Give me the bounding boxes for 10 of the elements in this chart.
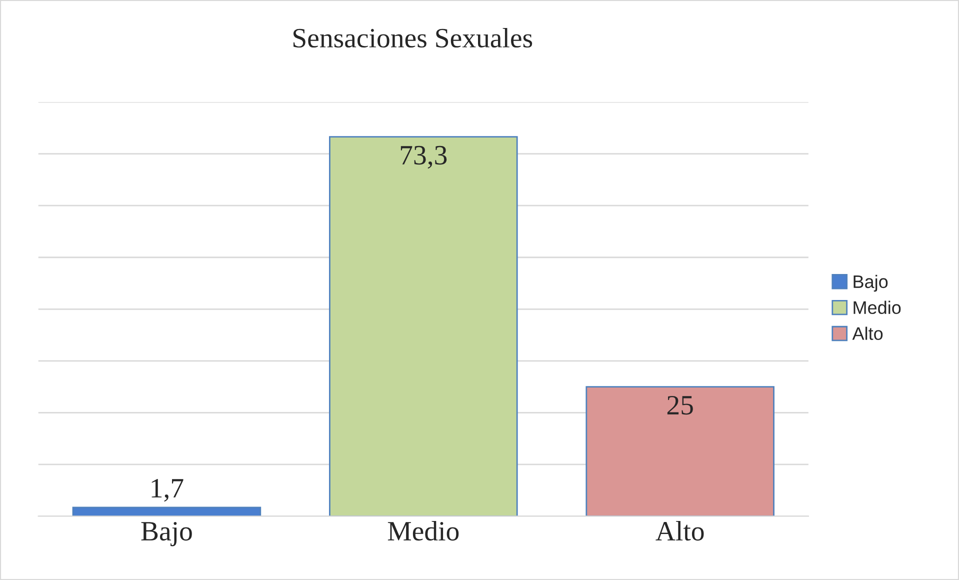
legend-label: Medio [854, 300, 901, 314]
data-label: 25 [667, 396, 693, 415]
x-tick-label: Bajo [141, 522, 192, 546]
legend-label: Bajo [854, 274, 888, 292]
data-label: 73,3 [400, 146, 447, 169]
x-tick-label: Medio [388, 521, 459, 541]
data-label: 1,7 [152, 479, 184, 502]
x-tick-label: Alto [656, 521, 704, 541]
legend-label: Alto [852, 326, 883, 340]
chart-title: Sensaciones Sexuales [293, 28, 532, 48]
